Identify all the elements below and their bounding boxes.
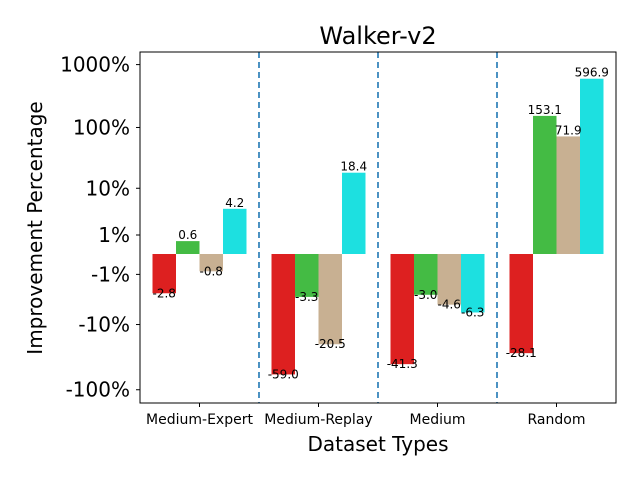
chart-title: Walker-v2 <box>319 22 436 50</box>
data-label: -41.3 <box>387 357 418 371</box>
bar-random-series-2 <box>533 115 557 254</box>
bar-random-series-1 <box>509 254 533 354</box>
bar-medium-replay-series-1 <box>271 254 295 375</box>
y-tick-label: -10% <box>78 313 130 337</box>
bar-medium-series-4 <box>461 254 485 313</box>
bars-group <box>152 78 604 375</box>
bar-medium-replay-series-3 <box>318 254 342 345</box>
data-label: 0.6 <box>178 228 197 242</box>
data-label: -20.5 <box>315 337 346 351</box>
bar-random-series-4 <box>580 78 604 255</box>
data-label: -3.0 <box>414 288 437 302</box>
x-tick-label: Random <box>528 412 586 428</box>
data-label: 596.9 <box>575 66 609 80</box>
y-tick-label: 1000% <box>60 53 130 77</box>
data-label: -59.0 <box>268 367 299 381</box>
bar-medium-expert-series-2 <box>176 241 200 254</box>
data-label: -6.3 <box>461 305 484 319</box>
y-ticks-group: 1000% 100% 10% 1% -1% -10% -100% <box>60 53 140 402</box>
bar-medium-replay-series-4 <box>342 172 366 254</box>
y-tick-label: 100% <box>73 115 130 139</box>
x-ticks-group: Medium-Expert Medium-Replay Medium Random <box>146 403 585 428</box>
data-label: -28.1 <box>506 346 537 360</box>
y-tick-label: 1% <box>98 223 130 247</box>
bar-medium-expert-series-3 <box>199 254 223 272</box>
data-label: -2.8 <box>153 286 176 300</box>
data-label: -4.6 <box>438 298 461 312</box>
bar-medium-expert-series-1 <box>152 254 176 294</box>
data-labels-group: -2.8 0.6 -0.8 4.2 -59.0 -3.3 -20.5 18.4 -41.3 -3.… <box>153 66 609 382</box>
x-axis-label: Dataset Types <box>307 432 448 456</box>
bar-medium-series-1 <box>390 254 414 365</box>
y-tick-label: -1% <box>91 262 130 286</box>
data-label: 71.9 <box>555 123 582 137</box>
data-label: -0.8 <box>200 264 223 278</box>
x-tick-label: Medium-Expert <box>146 412 253 428</box>
bar-random-series-3 <box>556 136 580 254</box>
plot-frame <box>139 51 617 404</box>
separators-group <box>258 52 498 403</box>
bar-medium-series-3 <box>437 254 461 305</box>
data-label: 153.1 <box>528 103 562 117</box>
y-tick-label: -100% <box>66 378 130 402</box>
data-label: 18.4 <box>340 160 367 174</box>
bar-medium-series-2 <box>414 254 438 295</box>
x-tick-label: Medium <box>410 412 466 428</box>
y-tick-label: 10% <box>86 176 130 200</box>
y-axis-label: Improvement Percentage <box>23 101 47 354</box>
data-label: 4.2 <box>225 196 244 210</box>
bar-medium-expert-series-4 <box>223 208 247 254</box>
x-tick-label: Medium-Replay <box>264 412 372 428</box>
bar-medium-replay-series-2 <box>295 254 319 297</box>
data-label: -3.3 <box>295 290 318 304</box>
